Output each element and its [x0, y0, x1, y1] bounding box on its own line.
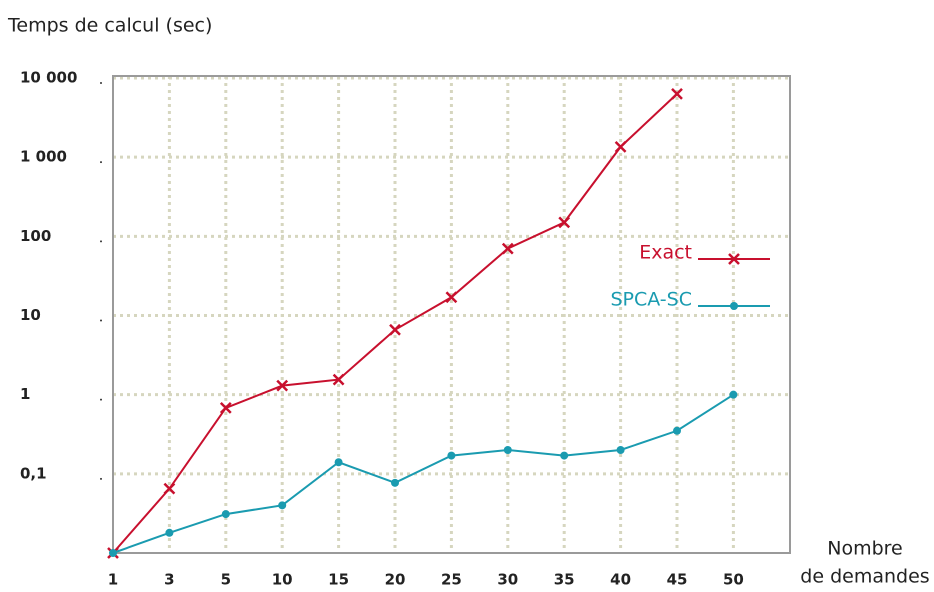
x-axis-title: de demandes — [800, 566, 929, 588]
data-point — [334, 458, 343, 467]
x-tick-label: 10 — [272, 571, 293, 589]
legend-label: SPCA-SC — [610, 289, 692, 311]
x-tick-label: 50 — [723, 571, 744, 589]
tick-mark — [100, 477, 102, 480]
data-point — [671, 88, 683, 100]
x-tick-label: 15 — [328, 571, 349, 589]
legend-label: Exact — [639, 242, 692, 264]
y-tick-label: 1 000 — [20, 148, 67, 166]
data-point — [501, 242, 514, 255]
x-tick-label: 20 — [385, 571, 406, 589]
data-point — [445, 291, 458, 304]
tick-mark — [100, 82, 102, 84]
data-point — [729, 390, 738, 399]
data-point — [109, 549, 117, 557]
data-point — [673, 426, 681, 435]
series-line — [112, 393, 734, 554]
data-point — [558, 216, 571, 229]
x-tick-label: 40 — [610, 571, 631, 589]
data-point — [447, 451, 456, 460]
legend-marker — [728, 253, 740, 265]
x-tick-label: 30 — [497, 571, 518, 589]
tick-mark — [100, 398, 102, 401]
x-tick-label: 3 — [164, 571, 174, 589]
x-tick-label: 45 — [667, 571, 688, 589]
y-tick-label: 10 000 — [20, 69, 77, 87]
data-point — [503, 446, 512, 455]
tick-mark — [100, 319, 102, 322]
y-tick-label: 0,1 — [20, 464, 47, 482]
x-axis-title: Nombre — [827, 538, 903, 560]
tick-mark — [100, 161, 102, 164]
x-tick-label: 1 — [108, 571, 118, 589]
y-tick-label: 1 — [20, 385, 30, 403]
data-point — [560, 451, 569, 460]
data-point — [391, 478, 399, 487]
legend-marker — [730, 302, 738, 310]
tick-mark — [100, 240, 102, 243]
y-axis-title: Temps de calcul (sec) — [7, 15, 212, 37]
data-point — [614, 140, 627, 153]
data-point — [616, 446, 625, 455]
data-point — [276, 379, 289, 392]
y-tick-label: 10 — [20, 306, 41, 324]
data-point — [165, 528, 174, 537]
data-point — [389, 323, 401, 336]
x-tick-label: 5 — [221, 571, 231, 589]
x-tick-label: 25 — [441, 571, 462, 589]
data-point — [278, 501, 287, 510]
y-tick-label: 100 — [20, 227, 51, 245]
data-point — [332, 373, 345, 386]
data-point — [221, 510, 230, 519]
data-point — [219, 402, 232, 414]
x-tick-label: 35 — [554, 571, 575, 589]
data-point — [163, 482, 176, 495]
plot-frame — [112, 75, 791, 554]
